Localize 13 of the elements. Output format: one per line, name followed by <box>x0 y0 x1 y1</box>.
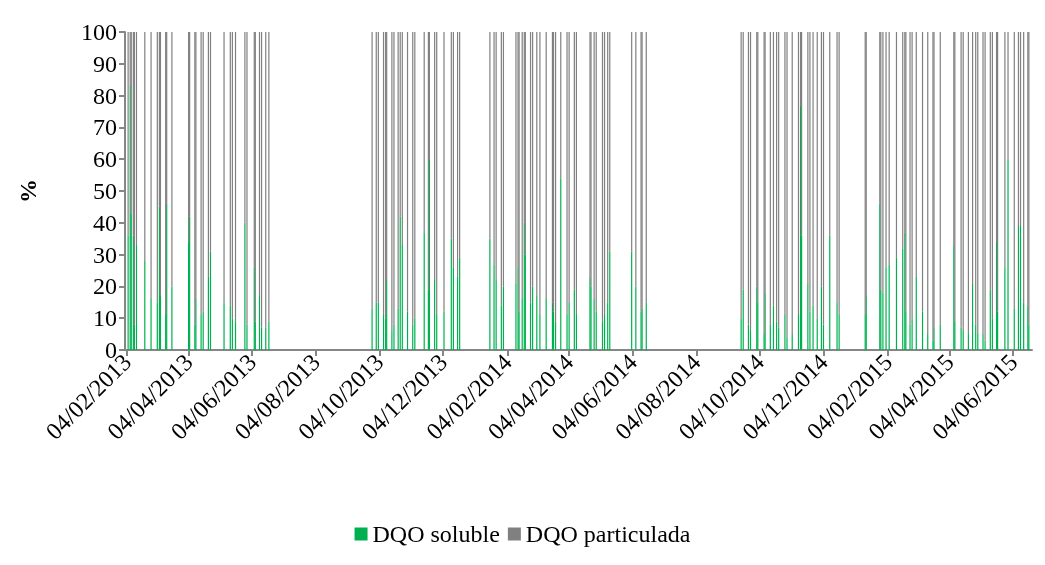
legend-label: DQO particulada <box>525 521 691 547</box>
y-tick-label: 80 <box>93 82 117 109</box>
y-tick-label: 30 <box>93 241 117 268</box>
y-tick-label: 60 <box>93 146 117 173</box>
y-tick-label: 50 <box>93 178 117 204</box>
y-tick-label: 40 <box>93 209 117 236</box>
y-tick-label: 90 <box>93 50 117 77</box>
y-tick-label: 10 <box>93 305 117 332</box>
y-axis-title: % <box>15 179 41 203</box>
y-tick-label: 70 <box>93 114 117 141</box>
y-tick-label: 20 <box>93 273 117 300</box>
legend-label: DQO soluble <box>372 521 500 547</box>
y-tick-label: 100 <box>81 19 117 45</box>
